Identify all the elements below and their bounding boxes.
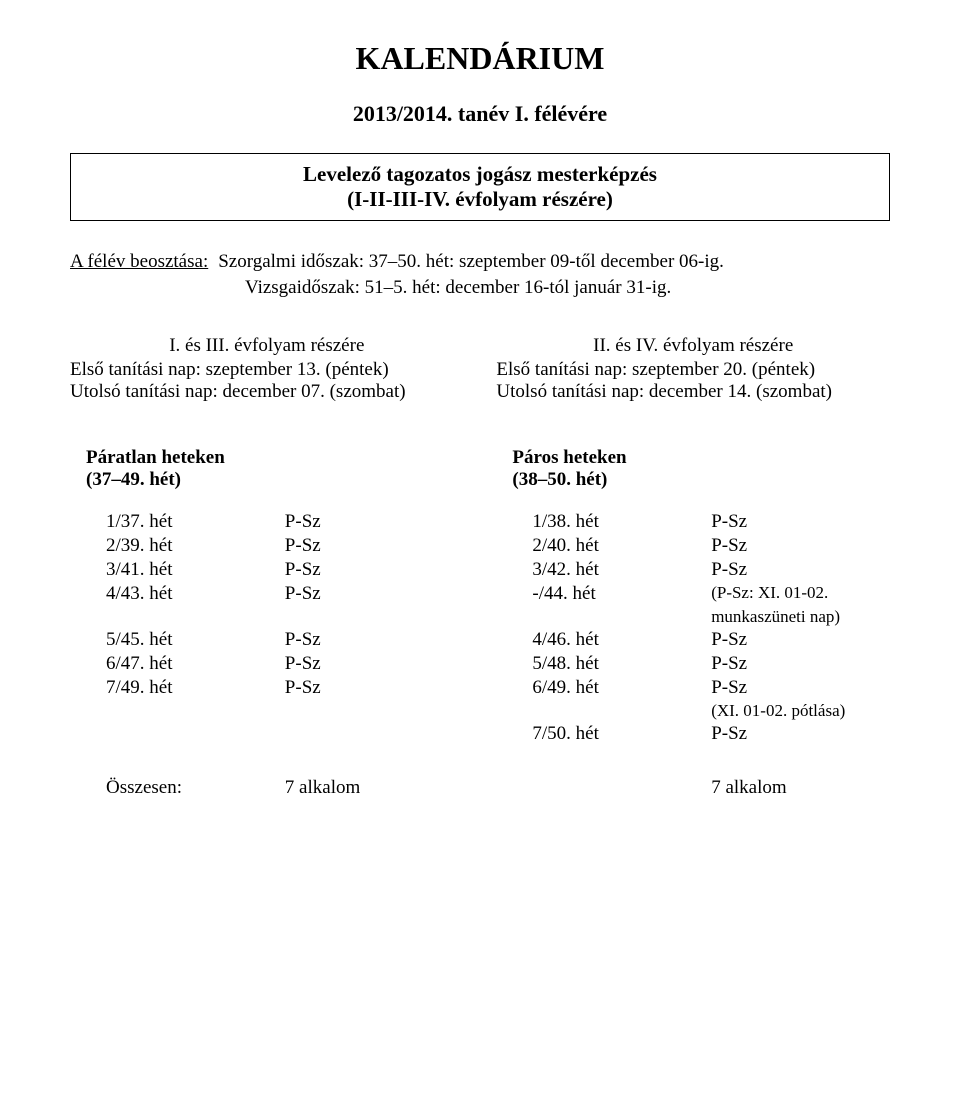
- table-row: 6/47. hétP-Sz: [70, 653, 464, 675]
- weeks-section: Páratlan heteken (37–49. hét) 1/37. hétP…: [70, 447, 890, 747]
- program-box: Levelező tagozatos jogász mesterképzés (…: [70, 153, 890, 221]
- page-subtitle: 2013/2014. tanév I. félévére: [70, 101, 890, 127]
- table-row: 5/48. hétP-Sz: [496, 653, 890, 675]
- week-value: P-Sz: [711, 535, 890, 557]
- week-note: (XI. 01-02. pótlása): [711, 701, 890, 721]
- even-weeks-col: Páros heteken (38–50. hét) 1/38. hétP-Sz…: [496, 447, 890, 747]
- left-year-line1: Első tanítási nap: szeptember 13. (pénte…: [70, 359, 464, 381]
- table-row-note: (XI. 01-02. pótlása): [496, 701, 890, 721]
- odd-weeks-title: Páratlan heteken: [86, 447, 464, 469]
- odd-weeks-range: (37–49. hét): [86, 469, 464, 491]
- table-row: 5/45. hétP-Sz: [70, 629, 464, 651]
- week-label: 1/37. hét: [106, 511, 285, 533]
- schedule-label: A félév beosztása:: [70, 251, 208, 273]
- table-row: 4/46. hétP-Sz: [496, 629, 890, 651]
- table-row: 3/42. hétP-Sz: [496, 559, 890, 581]
- week-label: 4/46. hét: [532, 629, 711, 651]
- week-label: 6/47. hét: [106, 653, 285, 675]
- total-spacer: [532, 777, 711, 799]
- total-left-col: Összesen: 7 alkalom: [70, 747, 464, 799]
- week-value: P-Sz: [285, 559, 464, 581]
- table-row: 7/50. hétP-Sz: [496, 723, 890, 745]
- week-label: 7/49. hét: [106, 677, 285, 699]
- week-label: [532, 701, 711, 721]
- week-label: 5/45. hét: [106, 629, 285, 651]
- week-value: (P-Sz: XI. 01-02.: [711, 583, 890, 605]
- page-title: KALENDÁRIUM: [70, 40, 890, 77]
- table-row: 2/39. hétP-Sz: [70, 535, 464, 557]
- schedule-text-2: Vizsgaidőszak: 51–5. hét: december 16-tó…: [245, 277, 671, 299]
- table-row: -/44. hét(P-Sz: XI. 01-02.: [496, 583, 890, 605]
- odd-weeks-header: Páratlan heteken (37–49. hét): [70, 447, 464, 491]
- right-year-line1: Első tanítási nap: szeptember 20. (pénte…: [496, 359, 890, 381]
- table-row-note: munkaszüneti nap): [496, 607, 890, 627]
- week-value: P-Sz: [711, 559, 890, 581]
- totals-section: Összesen: 7 alkalom 7 alkalom: [70, 747, 890, 799]
- left-year-block: I. és III. évfolyam részére Első tanítás…: [70, 335, 464, 403]
- even-weeks-table: 1/38. hétP-Sz 2/40. hétP-Sz 3/42. hétP-S…: [496, 511, 890, 745]
- left-year-header: I. és III. évfolyam részére: [70, 335, 464, 357]
- week-value: [285, 607, 464, 627]
- week-label: 3/42. hét: [532, 559, 711, 581]
- left-year-line2: Utolsó tanítási nap: december 07. (szomb…: [70, 381, 464, 403]
- table-row: 7/49. hétP-Sz: [70, 677, 464, 699]
- total-right-value: 7 alkalom: [711, 777, 890, 799]
- week-value: P-Sz: [285, 535, 464, 557]
- week-label: [532, 607, 711, 627]
- total-right-col: 7 alkalom: [496, 747, 890, 799]
- week-label: -/44. hét: [532, 583, 711, 605]
- even-weeks-header: Páros heteken (38–50. hét): [496, 447, 890, 491]
- week-value: P-Sz: [285, 677, 464, 699]
- table-row: 3/41. hétP-Sz: [70, 559, 464, 581]
- week-label: 7/50. hét: [532, 723, 711, 745]
- schedule-text-1: Szorgalmi időszak: 37–50. hét: szeptembe…: [218, 251, 724, 273]
- week-label: [106, 607, 285, 627]
- total-label: Összesen:: [106, 777, 285, 799]
- week-value: P-Sz: [711, 723, 890, 745]
- week-value: P-Sz: [711, 511, 890, 533]
- table-row-spacer: [70, 607, 464, 627]
- week-value: P-Sz: [711, 629, 890, 651]
- week-value: P-Sz: [285, 629, 464, 651]
- year-blocks: I. és III. évfolyam részére Első tanítás…: [70, 335, 890, 403]
- week-label: 3/41. hét: [106, 559, 285, 581]
- week-note: munkaszüneti nap): [711, 607, 890, 627]
- week-value: P-Sz: [711, 677, 890, 699]
- week-value: P-Sz: [711, 653, 890, 675]
- odd-weeks-col: Páratlan heteken (37–49. hét) 1/37. hétP…: [70, 447, 464, 747]
- week-value: P-Sz: [285, 511, 464, 533]
- total-left-value: 7 alkalom: [285, 777, 464, 799]
- week-label: 4/43. hét: [106, 583, 285, 605]
- right-year-header: II. és IV. évfolyam részére: [496, 335, 890, 357]
- week-label: 1/38. hét: [532, 511, 711, 533]
- box-line-1: Levelező tagozatos jogász mesterképzés: [85, 162, 875, 187]
- schedule-block: A félév beosztása: Szorgalmi időszak: 37…: [70, 251, 890, 299]
- week-label: 2/39. hét: [106, 535, 285, 557]
- week-value: P-Sz: [285, 653, 464, 675]
- table-row: 1/37. hétP-Sz: [70, 511, 464, 533]
- week-label: 5/48. hét: [532, 653, 711, 675]
- table-row: 4/43. hétP-Sz: [70, 583, 464, 605]
- even-weeks-title: Páros heteken: [512, 447, 890, 469]
- even-weeks-range: (38–50. hét): [512, 469, 890, 491]
- right-year-line2: Utolsó tanítási nap: december 14. (szomb…: [496, 381, 890, 403]
- box-line-2: (I-II-III-IV. évfolyam részére): [85, 187, 875, 212]
- odd-weeks-table: 1/37. hétP-Sz 2/39. hétP-Sz 3/41. hétP-S…: [70, 511, 464, 699]
- week-value: P-Sz: [285, 583, 464, 605]
- week-label: 6/49. hét: [532, 677, 711, 699]
- right-year-block: II. és IV. évfolyam részére Első tanítás…: [496, 335, 890, 403]
- table-row: 6/49. hétP-Sz: [496, 677, 890, 699]
- week-label: 2/40. hét: [532, 535, 711, 557]
- table-row: 2/40. hétP-Sz: [496, 535, 890, 557]
- table-row: 1/38. hétP-Sz: [496, 511, 890, 533]
